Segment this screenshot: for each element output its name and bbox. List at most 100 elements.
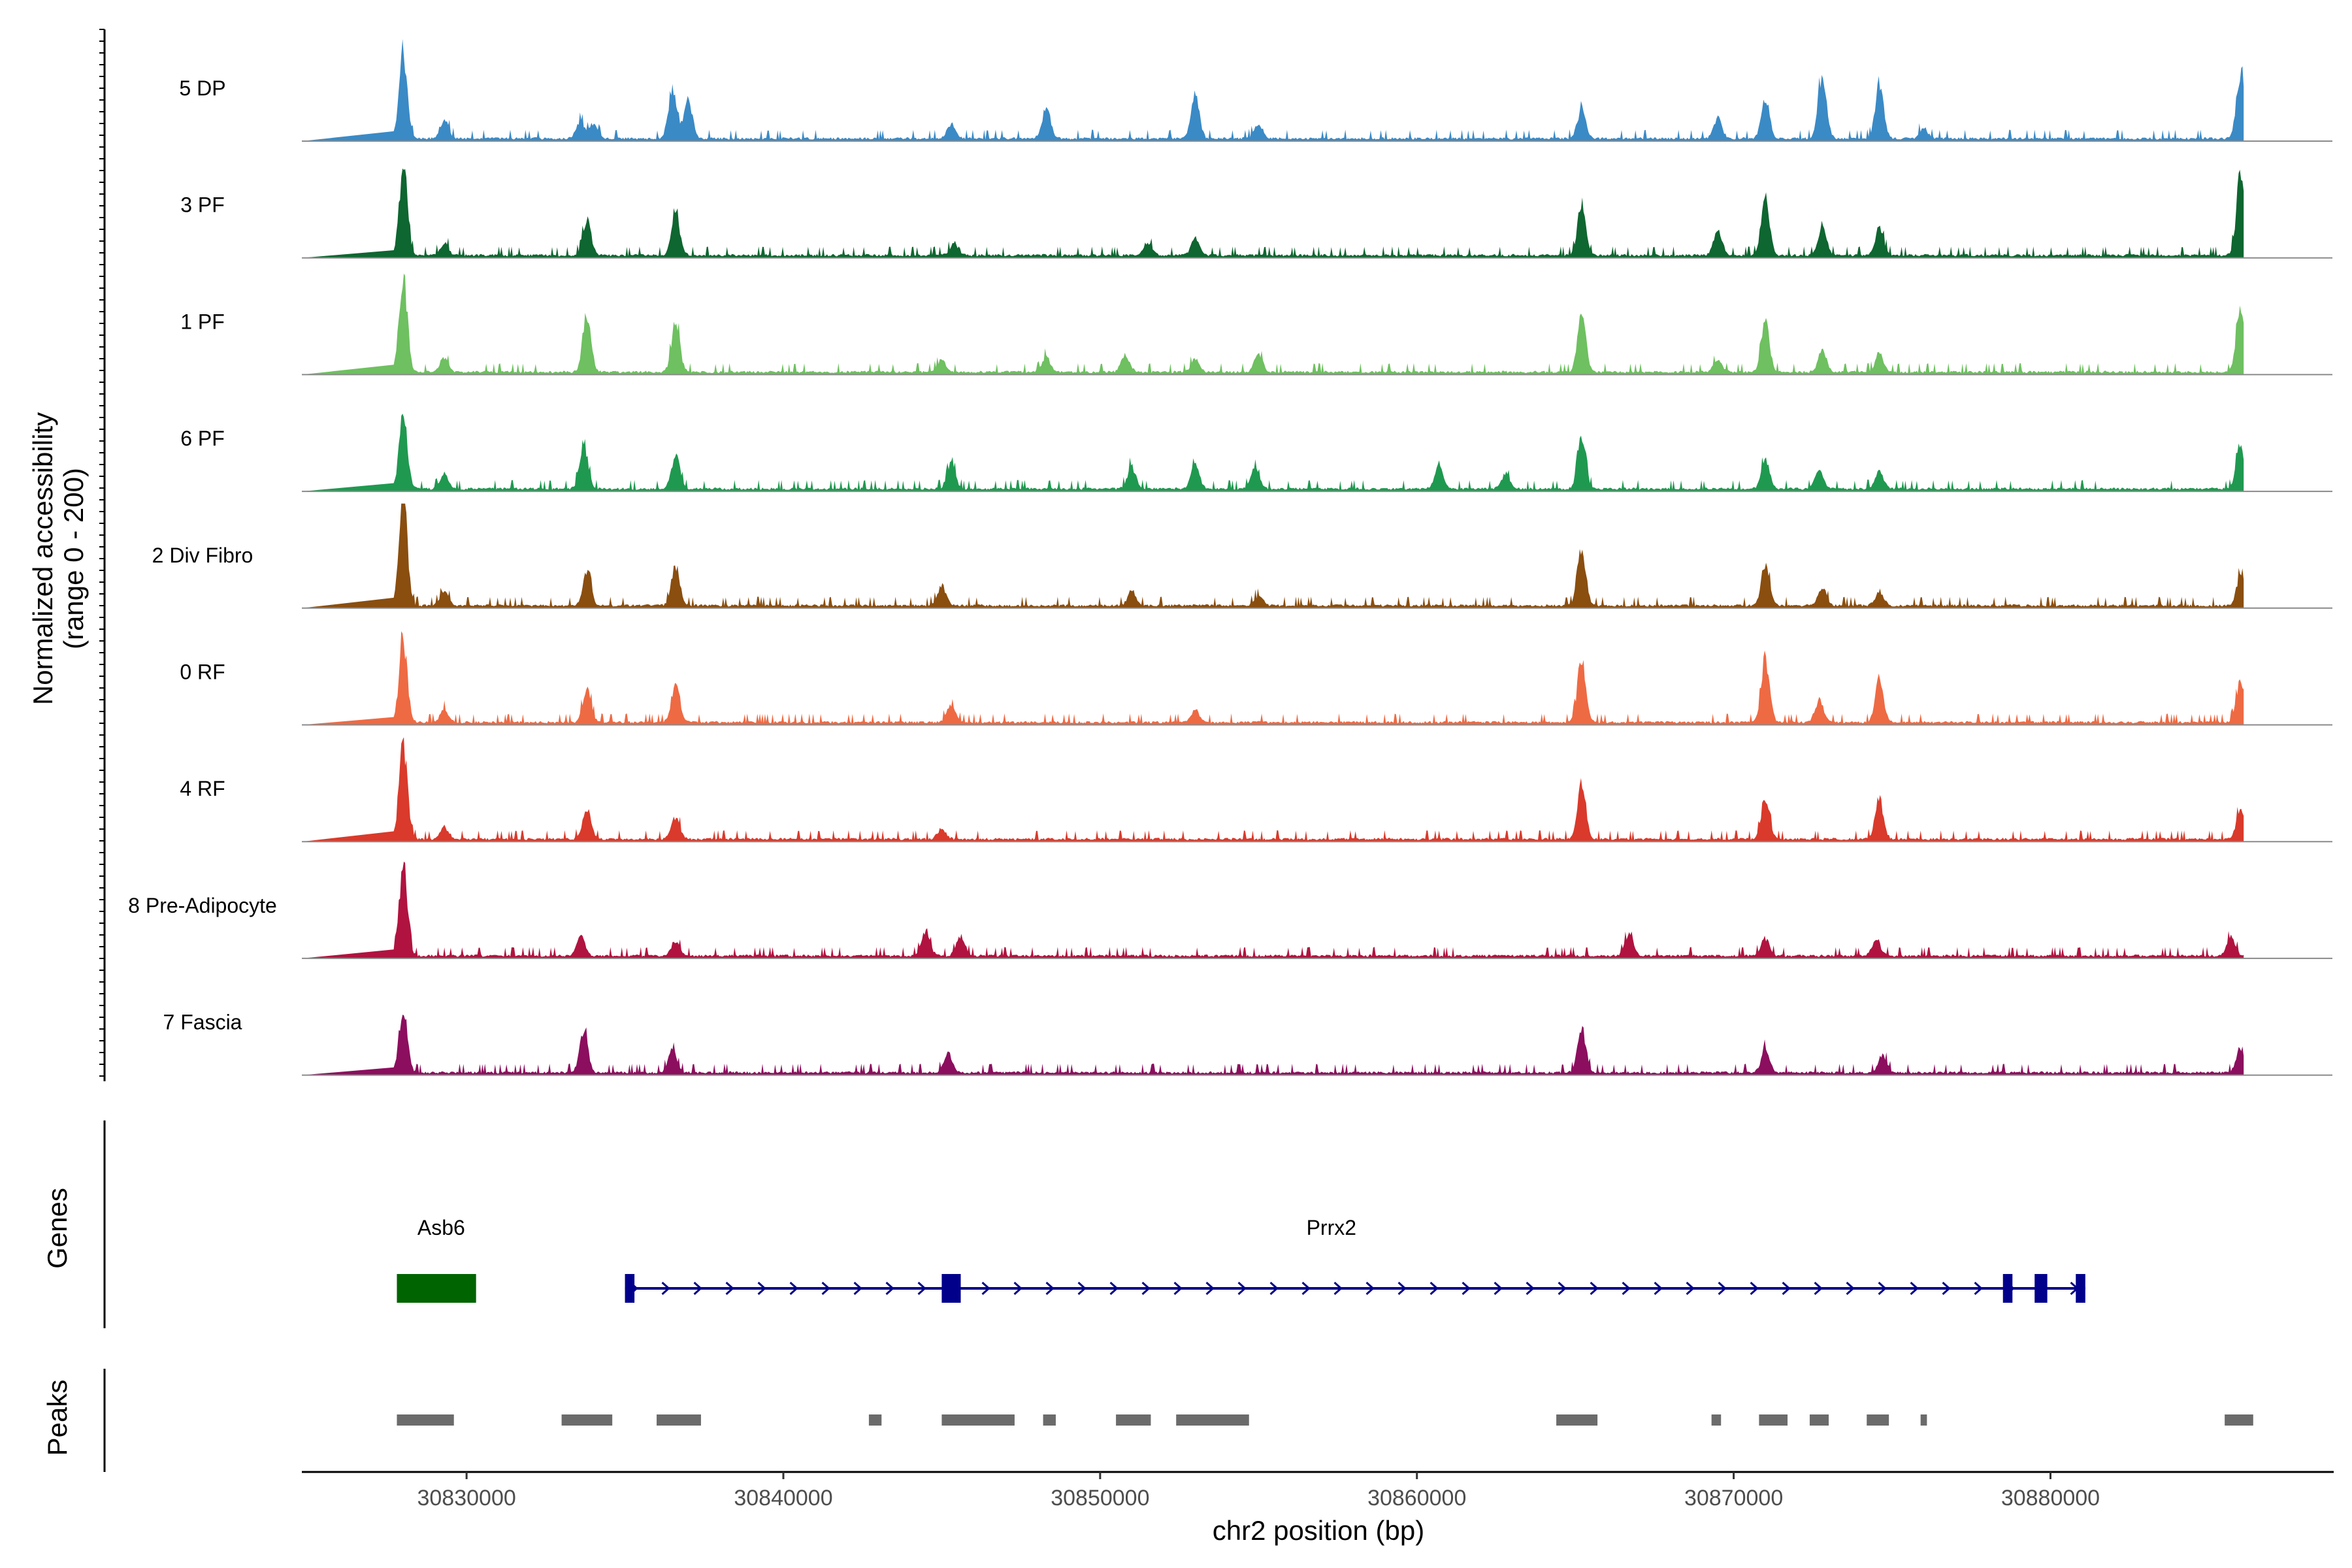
- x-tick-label: 30860000: [1367, 1486, 1466, 1511]
- coverage-area: [302, 39, 2244, 141]
- strand-arrow: [1429, 1281, 1439, 1296]
- x-tick-label: 30840000: [734, 1486, 832, 1511]
- strand-arrow: [1910, 1281, 1919, 1296]
- strand-arrow: [1045, 1281, 1054, 1296]
- strand-arrow: [1205, 1281, 1215, 1296]
- strand-arrow: [981, 1281, 990, 1296]
- track-label: 1 PF: [180, 310, 225, 333]
- genes-panel-title: Genes: [42, 1188, 73, 1269]
- peak-region: [1116, 1414, 1151, 1426]
- gene-prrx2: Prrx2: [625, 1216, 2085, 1303]
- strand-arrow: [821, 1281, 830, 1296]
- peak-region: [1711, 1414, 1722, 1426]
- strand-arrow: [1622, 1281, 1631, 1296]
- track-label: 0 RF: [180, 661, 225, 684]
- peak-region: [1809, 1414, 1829, 1426]
- peak-region: [1176, 1414, 1249, 1426]
- strand-arrow: [1750, 1281, 1759, 1296]
- y-axis-title-line1: Normalized accessibility: [27, 412, 58, 705]
- y-axis-title-line2: (range 0 - 200): [58, 468, 89, 649]
- track-label: 8 Pre-Adipocyte: [128, 894, 277, 917]
- track-6-pf: 6 PF: [180, 414, 2332, 493]
- gene-exon: [941, 1274, 961, 1303]
- strand-arrow: [1462, 1281, 1471, 1296]
- strand-arrow: [1590, 1281, 1599, 1296]
- strand-arrow: [1397, 1281, 1407, 1296]
- strand-arrow: [1814, 1281, 1823, 1296]
- x-tick-label: 30830000: [417, 1486, 515, 1511]
- strand-arrow: [1013, 1281, 1022, 1296]
- track-label: 2 Div Fibro: [152, 544, 253, 567]
- peak-region: [561, 1414, 613, 1426]
- strand-arrow: [1782, 1281, 1791, 1296]
- coverage-area: [302, 1015, 2244, 1075]
- coverage-area: [302, 631, 2244, 725]
- strand-arrow: [661, 1281, 670, 1296]
- gene-exon: [2002, 1274, 2013, 1303]
- strand-arrow: [1173, 1281, 1183, 1296]
- strand-arrow: [1077, 1281, 1086, 1296]
- gene-exon: [397, 1274, 476, 1303]
- track-5-dp: 5 DP: [179, 39, 2332, 142]
- strand-arrow: [1269, 1281, 1279, 1296]
- coverage-area: [302, 168, 2244, 258]
- strand-arrow: [1365, 1281, 1375, 1296]
- peak-region: [1043, 1414, 1056, 1426]
- track-label: 5 DP: [179, 76, 225, 100]
- peak-region: [868, 1414, 882, 1426]
- strand-arrow: [1237, 1281, 1247, 1296]
- strand-arrow: [853, 1281, 862, 1296]
- strand-arrow: [1109, 1281, 1119, 1296]
- track-8-pre-adipocyte: 8 Pre-Adipocyte: [128, 861, 2332, 959]
- peak-region: [397, 1414, 454, 1426]
- peaks-panel-title: Peaks: [42, 1380, 73, 1456]
- coverage-area: [302, 737, 2244, 842]
- strand-arrow: [1846, 1281, 1855, 1296]
- track-7-fascia: 7 Fascia: [163, 1011, 2332, 1076]
- strand-arrow: [1718, 1281, 1727, 1296]
- coverage-area: [302, 861, 2244, 958]
- gene-exon: [2034, 1274, 2048, 1303]
- coverage-area: [302, 414, 2244, 492]
- gene-exon: [625, 1274, 635, 1303]
- gene-exon: [2076, 1274, 2085, 1303]
- x-tick-label: 30880000: [2001, 1486, 2100, 1511]
- peak-region: [1867, 1414, 1889, 1426]
- strand-arrow: [1974, 1281, 1983, 1296]
- track-4-rf: 4 RF: [180, 737, 2332, 843]
- x-tick-label: 30850000: [1051, 1486, 1149, 1511]
- strand-arrow: [1333, 1281, 1343, 1296]
- track-2-div-fibro: 2 Div Fibro: [152, 503, 2332, 609]
- strand-arrow: [789, 1281, 798, 1296]
- gene-asb6: Asb6: [397, 1216, 476, 1303]
- strand-arrow: [1141, 1281, 1151, 1296]
- strand-arrow: [725, 1281, 734, 1296]
- strand-arrow: [1494, 1281, 1503, 1296]
- track-label: 3 PF: [180, 193, 225, 217]
- track-1-pf: 1 PF: [180, 273, 2332, 376]
- coverage-area: [302, 503, 2244, 608]
- x-axis-title: chr2 position (bp): [1213, 1515, 1425, 1546]
- x-axis: 30830000 30840000 30850000 30860000 30870000…: [99, 29, 2334, 1511]
- gene-label: Prrx2: [1307, 1216, 1356, 1239]
- track-label: 6 PF: [180, 427, 225, 450]
- peak-region: [2225, 1414, 2253, 1426]
- strand-arrow: [1526, 1281, 1535, 1296]
- strand-arrow: [757, 1281, 766, 1296]
- genes-panel: Asb6 Prrx2: [397, 1216, 2085, 1303]
- x-tick-label: 30870000: [1684, 1486, 1783, 1511]
- strand-arrow: [1654, 1281, 1663, 1296]
- strand-arrow: [885, 1281, 894, 1296]
- strand-arrow: [917, 1281, 926, 1296]
- peak-region: [1759, 1414, 1788, 1426]
- peaks-panel: [397, 1414, 2253, 1426]
- peak-region: [657, 1414, 701, 1426]
- track-label: 4 RF: [180, 777, 225, 800]
- strand-arrow: [1878, 1281, 1887, 1296]
- strand-arrow: [1301, 1281, 1311, 1296]
- strand-arrow: [1558, 1281, 1567, 1296]
- gene-label: Asb6: [417, 1216, 465, 1239]
- track-3-pf: 3 PF: [180, 168, 2332, 259]
- track-0-rf: 0 RF: [180, 631, 2332, 726]
